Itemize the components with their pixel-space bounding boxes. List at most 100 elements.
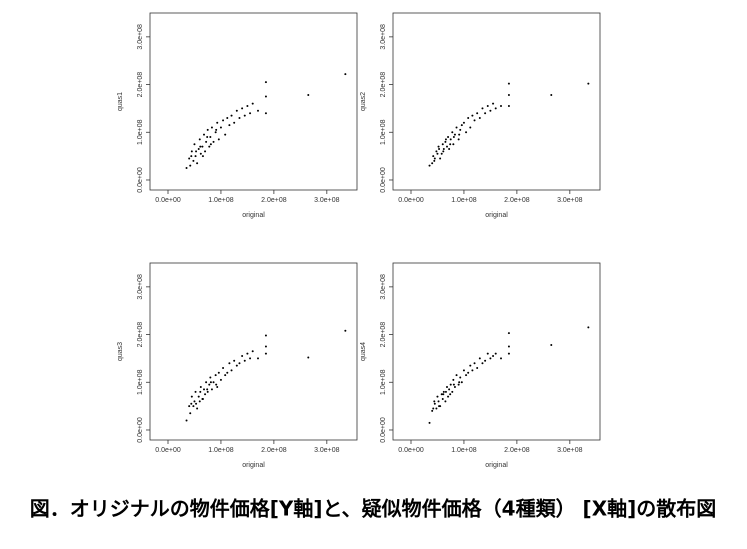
y-tick-label: 1.0e+08 xyxy=(380,369,387,395)
point xyxy=(209,143,212,146)
point xyxy=(188,405,191,408)
point xyxy=(212,140,215,143)
point xyxy=(486,105,489,108)
point xyxy=(235,109,238,112)
point xyxy=(204,393,207,396)
x-tick-label: 0.0e+00 xyxy=(398,197,424,204)
point xyxy=(196,407,199,410)
point xyxy=(230,114,233,117)
y-tick-label: 3.0e+08 xyxy=(137,274,144,300)
y-tick-label: 3.0e+08 xyxy=(137,24,144,50)
point xyxy=(251,102,254,105)
point xyxy=(257,357,259,360)
point xyxy=(489,357,492,360)
x-axis-label: original xyxy=(242,462,265,469)
point xyxy=(492,355,495,358)
point xyxy=(441,143,444,146)
point xyxy=(264,95,267,98)
point xyxy=(206,128,209,131)
point xyxy=(206,388,209,391)
point xyxy=(198,400,201,403)
point xyxy=(185,419,188,422)
point xyxy=(437,145,440,148)
point xyxy=(507,82,510,85)
point xyxy=(486,352,489,355)
point xyxy=(264,352,267,355)
x-tick-label: 1.0e+08 xyxy=(208,447,234,454)
x-axis-label: original xyxy=(485,212,508,219)
y-tick-label: 1.0e+08 xyxy=(137,369,144,395)
point xyxy=(446,145,448,148)
point xyxy=(194,155,197,158)
point xyxy=(433,400,436,403)
point xyxy=(457,138,460,141)
point xyxy=(507,352,510,355)
y-tick-label: 0.0e+00 xyxy=(380,167,387,193)
point xyxy=(492,102,495,105)
point xyxy=(264,112,267,115)
point xyxy=(198,138,201,141)
point xyxy=(199,145,202,148)
point xyxy=(473,362,476,365)
point xyxy=(481,107,484,110)
point xyxy=(264,345,267,348)
point xyxy=(226,116,229,119)
point xyxy=(444,140,447,143)
point xyxy=(228,362,231,365)
point xyxy=(190,402,193,405)
point xyxy=(433,157,436,160)
point xyxy=(228,124,231,127)
point xyxy=(219,126,222,129)
point xyxy=(444,390,447,393)
y-axis-label: quas2 xyxy=(360,92,367,111)
point xyxy=(469,126,472,129)
point xyxy=(432,407,435,410)
point xyxy=(462,121,465,124)
point xyxy=(205,140,208,143)
point xyxy=(203,388,205,391)
point xyxy=(452,143,455,146)
point xyxy=(448,388,451,391)
point xyxy=(447,395,450,398)
point xyxy=(473,119,476,122)
point xyxy=(489,109,492,112)
point xyxy=(185,167,188,170)
x-tick-label: 3.0e+08 xyxy=(557,197,583,204)
point xyxy=(458,381,461,384)
x-axis-label: original xyxy=(242,212,265,219)
point xyxy=(196,162,199,165)
point xyxy=(476,112,479,115)
point xyxy=(455,126,458,129)
point xyxy=(189,412,192,415)
point xyxy=(431,409,434,412)
point xyxy=(449,143,452,146)
point xyxy=(452,378,455,381)
point xyxy=(230,369,233,372)
x-tick-label: 1.0e+08 xyxy=(451,197,477,204)
point xyxy=(249,357,252,360)
point xyxy=(215,128,218,131)
point xyxy=(455,374,458,377)
point xyxy=(484,112,487,115)
y-tick-label: 0.0e+00 xyxy=(137,167,144,193)
point xyxy=(478,116,481,119)
point xyxy=(453,386,456,389)
point xyxy=(197,147,200,150)
point xyxy=(243,114,246,117)
point xyxy=(459,128,462,131)
point xyxy=(264,81,267,84)
x-tick-label: 3.0e+08 xyxy=(557,447,583,454)
point xyxy=(481,362,484,365)
y-tick-label: 0.0e+00 xyxy=(380,417,387,443)
point xyxy=(431,162,434,165)
point xyxy=(587,326,590,329)
point xyxy=(440,152,443,155)
point xyxy=(217,138,220,141)
x-tick-label: 0.0e+00 xyxy=(398,447,424,454)
point xyxy=(307,94,310,97)
y-tick-label: 2.0e+08 xyxy=(137,72,144,98)
point xyxy=(214,131,217,134)
point xyxy=(206,136,209,139)
point xyxy=(238,116,241,119)
